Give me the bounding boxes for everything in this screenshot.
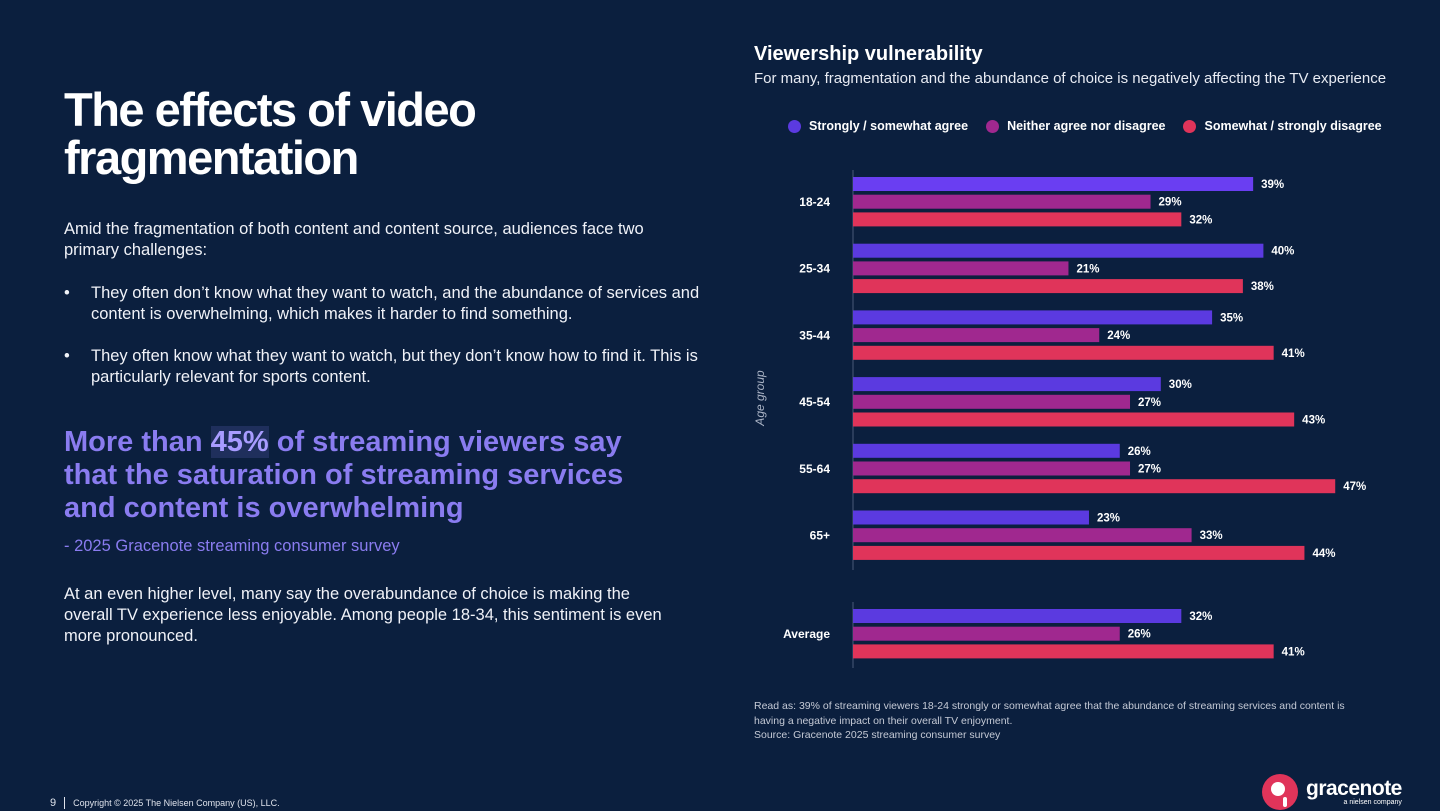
data-label: 35%	[1220, 312, 1243, 324]
data-label: 39%	[1261, 179, 1284, 191]
bar	[853, 644, 1274, 659]
data-label: 41%	[1282, 348, 1305, 360]
bar-chart: Age group 18-24 39% 29% 32% 25-34 40% 21% 38% 35-…	[753, 170, 1366, 668]
legend-dot-icon	[986, 119, 1000, 133]
data-label: 32%	[1189, 611, 1212, 623]
page-title: The effects of video fragmentation	[64, 83, 477, 184]
legend-label: Strongly / somewhat agree	[809, 119, 969, 133]
data-label: 23%	[1097, 513, 1120, 525]
data-label: 26%	[1128, 629, 1151, 641]
bar	[853, 443, 1120, 458]
highlight-quote: More than 45% of streaming viewers say t…	[64, 426, 664, 525]
data-label: 29%	[1159, 197, 1182, 209]
gracenote-logo: gracenote a nielsen company	[1261, 773, 1402, 811]
quote-text: More than	[64, 426, 211, 458]
category-label: 45-54	[799, 395, 830, 409]
gracenote-logo-icon	[1262, 774, 1298, 810]
logo-text: gracenote	[1306, 776, 1402, 800]
legend-item: Neither agree nor disagree	[986, 119, 1165, 133]
challenge-list: They often don’t know what they want to …	[64, 283, 704, 409]
legend-label: Neither agree nor disagree	[1007, 119, 1166, 133]
category-label: 55-64	[799, 462, 830, 476]
intro-text: Amid the fragmentation of both content a…	[64, 220, 644, 259]
quote-source: - 2025 Gracenote streaming consumer surv…	[64, 537, 400, 555]
bar	[853, 310, 1213, 325]
category-label: 65+	[810, 529, 830, 543]
bar	[853, 212, 1182, 227]
bar	[853, 394, 1131, 409]
category-label: Average	[783, 627, 830, 641]
legend-item: Strongly / somewhat agree	[788, 119, 968, 133]
data-label: 41%	[1282, 646, 1305, 658]
chart-notes: Read as: 39% of streaming viewers 18-24 …	[754, 699, 1374, 743]
page-number: 9	[50, 797, 57, 809]
list-item: They often know what they want to watch,…	[64, 346, 704, 388]
category-label: 35-44	[799, 328, 830, 342]
data-label: 24%	[1107, 330, 1130, 342]
bar	[853, 345, 1274, 360]
bar	[853, 461, 1131, 476]
data-label: 27%	[1138, 397, 1161, 409]
chart-legend: Strongly / somewhat agree Neither agree …	[788, 119, 1382, 133]
bar	[853, 261, 1069, 276]
bar	[853, 328, 1100, 343]
bar	[853, 177, 1254, 191]
bar	[853, 510, 1089, 525]
logo-tagline: a nielsen company	[1343, 798, 1402, 806]
data-label: 40%	[1271, 246, 1294, 258]
data-label: 47%	[1343, 481, 1366, 493]
bar	[853, 545, 1305, 560]
data-label: 26%	[1128, 446, 1151, 458]
footer: 9 Copyright © 2025 The Nielsen Company (U…	[50, 797, 280, 809]
copyright: Copyright © 2025 The Nielsen Company (US…	[73, 798, 280, 808]
bar	[853, 412, 1295, 427]
legend-item: Somewhat / strongly disagree	[1183, 119, 1382, 133]
source-note: Source: Gracenote 2025 streaming consume…	[754, 729, 1001, 741]
bar	[853, 279, 1243, 294]
data-label: 33%	[1200, 530, 1223, 542]
bar	[853, 609, 1182, 623]
legend-label: Somewhat / strongly disagree	[1204, 119, 1382, 133]
data-label: 30%	[1169, 379, 1192, 391]
bar	[853, 479, 1336, 494]
chart-title: Viewership vulnerability	[754, 43, 983, 65]
bar	[853, 194, 1151, 209]
data-label: 32%	[1189, 214, 1212, 226]
list-item: They often don’t know what they want to …	[64, 283, 704, 325]
data-label: 44%	[1312, 548, 1335, 560]
chart-subtitle: For many, fragmentation and the abundanc…	[754, 70, 1387, 87]
bar	[853, 626, 1120, 641]
category-label: 25-34	[799, 262, 830, 276]
y-axis-label: Age group	[753, 370, 767, 427]
legend-dot-icon	[1183, 119, 1197, 133]
bar	[853, 528, 1192, 543]
outro-text: At an even higher level, many say the ov…	[64, 585, 662, 645]
category-label: 18-24	[799, 195, 830, 209]
data-label: 21%	[1076, 263, 1099, 275]
bar	[853, 243, 1264, 258]
bar	[853, 377, 1161, 392]
divider	[64, 797, 66, 809]
data-label: 43%	[1302, 415, 1325, 427]
quote-text: of streaming viewers say that the satura…	[64, 426, 624, 524]
quote-highlight: 45%	[210, 426, 269, 458]
legend-dot-icon	[788, 119, 801, 133]
read-as-note: Read as: 39% of streaming viewers 18-24 …	[754, 700, 1345, 727]
data-label: 27%	[1138, 464, 1161, 476]
data-label: 38%	[1251, 281, 1274, 293]
